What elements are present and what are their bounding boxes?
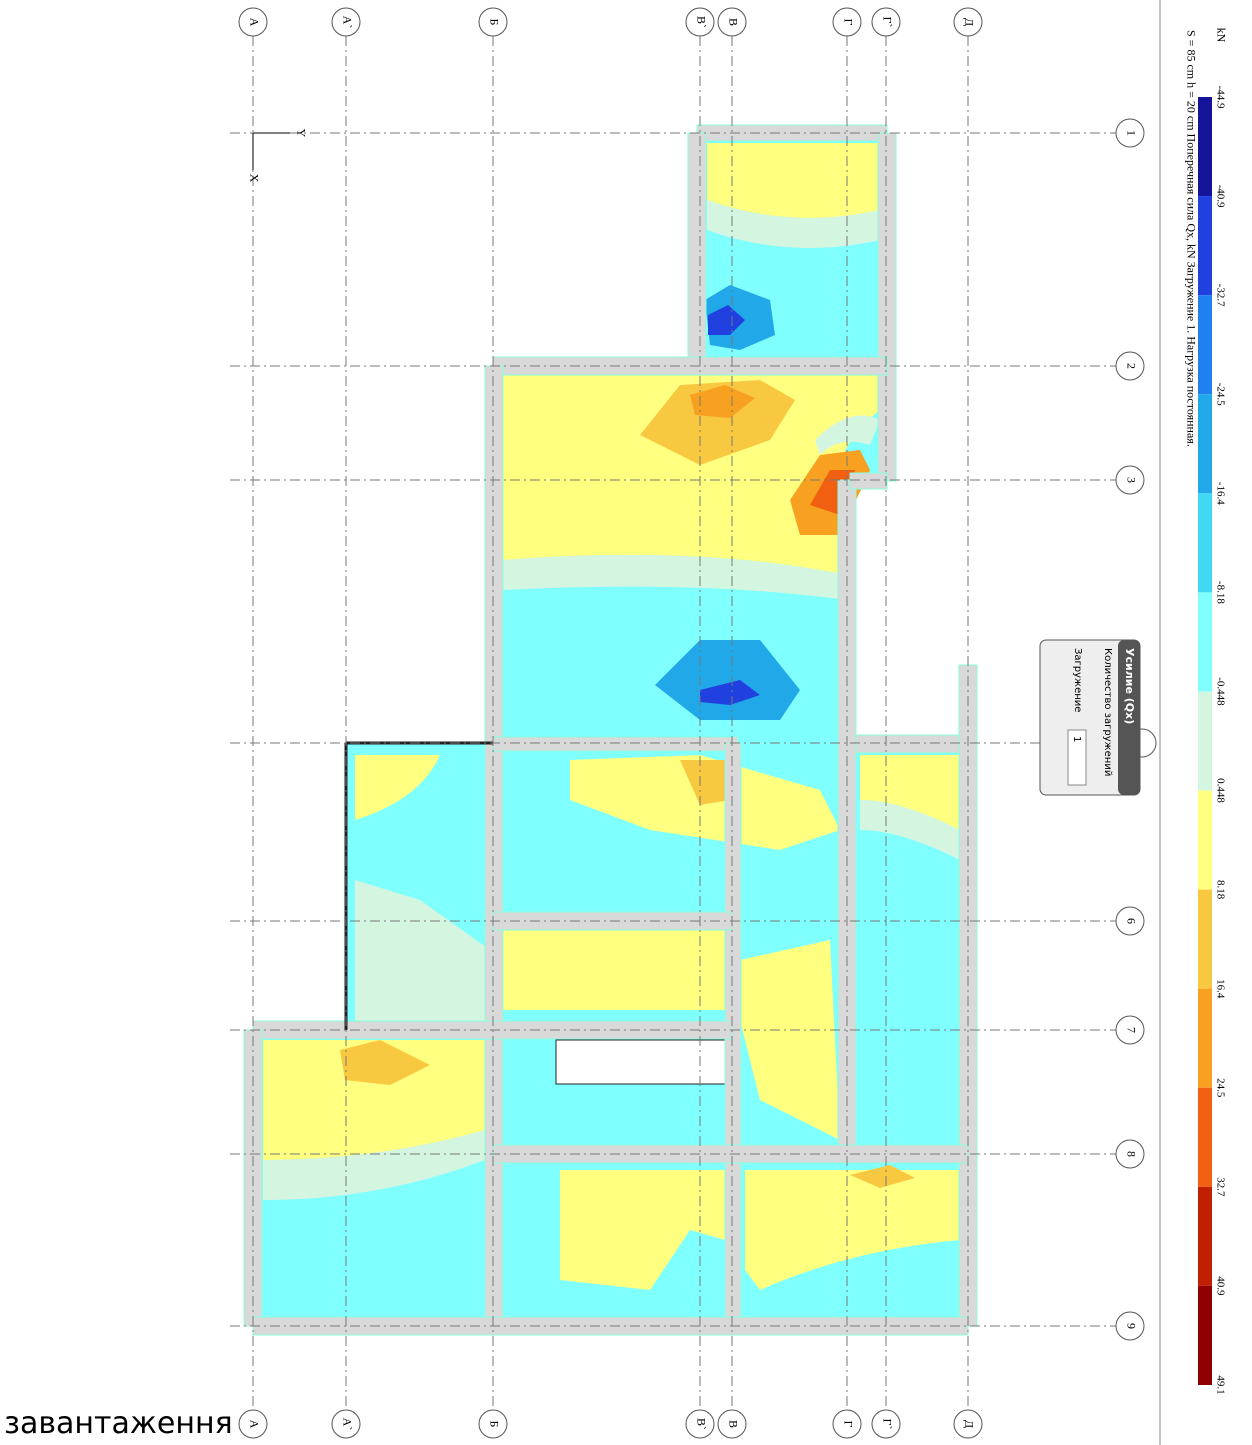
legend-label: -24.5	[1214, 383, 1226, 406]
legend-swatch	[1198, 592, 1212, 691]
load-label: Загружение	[1072, 648, 1083, 712]
page: А А А` А` Б Б В` В` В В Г Г Г` Г` Д Д 1 2 3 6 7 8 9 Y X kN S =…	[0, 0, 1252, 1445]
count-label: Количество загружений	[1102, 648, 1113, 776]
axis-name: В	[726, 18, 740, 26]
load-value: 1	[1071, 736, 1082, 742]
legend-label: 0.448	[1214, 778, 1226, 803]
axis-name: 2	[1124, 363, 1138, 369]
legend-unit: kN	[1214, 28, 1228, 43]
legend-swatch	[1198, 1187, 1212, 1286]
legend-label: 32.7	[1214, 1177, 1226, 1197]
legend-swatch	[1198, 1286, 1212, 1385]
axis-name: Д	[962, 18, 976, 26]
axis-icon: Y X	[247, 129, 308, 183]
legend: kN S = 85 cm h = 20 cm Поперечная сила Q…	[1184, 28, 1228, 1395]
axis-name: А`	[340, 1418, 354, 1431]
axis-y: Y	[294, 129, 308, 138]
axis-x: X	[247, 174, 261, 183]
legend-swatch	[1198, 890, 1212, 989]
axis-name: 9	[1124, 1323, 1138, 1329]
caption: S = 85 cm h = 20 cm Поперечная сила Qx, …	[1184, 30, 1198, 447]
axis-name: 1	[1124, 130, 1138, 136]
legend-swatch	[1198, 691, 1212, 790]
axis-name: 6	[1124, 918, 1138, 924]
legend-swatch	[1198, 989, 1212, 1088]
legend-swatch	[1198, 791, 1212, 890]
legend-label: 24.5	[1214, 1078, 1226, 1098]
legend-label: 16.4	[1214, 979, 1226, 999]
dialog[interactable]: Усилие (Qx) Количество загружений Загруж…	[1040, 640, 1140, 795]
axis-name: 7	[1124, 1027, 1138, 1033]
legend-swatch	[1198, 1088, 1212, 1187]
legend-swatch	[1198, 394, 1212, 493]
dialog-title: Усилие (Qx)	[1123, 648, 1136, 724]
legend-label: 40.9	[1214, 1276, 1226, 1296]
legend-swatch	[1198, 493, 1212, 592]
axis-name: Г	[841, 1421, 855, 1428]
legend-label: -8.18	[1214, 581, 1226, 604]
legend-swatch	[1198, 97, 1212, 196]
footer: завантаження	[4, 1406, 233, 1441]
legend-label: -44.9	[1214, 86, 1226, 109]
legend-label: -40.9	[1214, 185, 1226, 208]
legend-label: -16.4	[1214, 482, 1226, 505]
axis-name: А	[247, 18, 261, 27]
axis-name: Г	[841, 19, 855, 26]
axis-name: А`	[340, 16, 354, 29]
legend-label: -0.448	[1214, 677, 1226, 706]
legend-label: -32.7	[1214, 284, 1226, 307]
legend-label: 49.1	[1214, 1375, 1226, 1394]
axis-name: В`	[694, 16, 708, 28]
axis-name: Д	[962, 1420, 976, 1428]
axis-name: Г`	[880, 17, 894, 28]
axis-name: В	[726, 1420, 740, 1428]
axis-name: А	[247, 1420, 261, 1429]
legend-swatch	[1198, 196, 1212, 295]
legend-swatch	[1198, 295, 1212, 394]
legend-label: 8.18	[1214, 880, 1226, 900]
axis-name: 3	[1124, 477, 1138, 483]
axis-name: Б	[487, 1421, 501, 1428]
axis-name: Г`	[880, 1419, 894, 1430]
axis-name: 8	[1124, 1151, 1138, 1157]
contour-plot: А А А` А` Б Б В` В` В В Г Г Г` Г` Д Д 1 2 3 6 7 8 9 Y X kN S =…	[0, 0, 1252, 1445]
axis-name: В`	[694, 1418, 708, 1430]
axis-name: Б	[487, 19, 501, 26]
